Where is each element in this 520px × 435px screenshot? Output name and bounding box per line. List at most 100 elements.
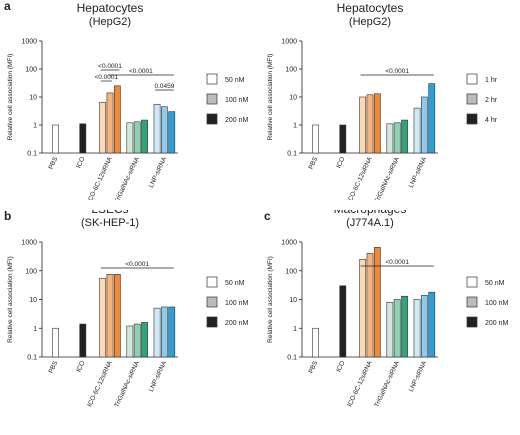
legend-swatch — [206, 276, 218, 288]
bar — [126, 325, 134, 358]
bar — [359, 96, 367, 154]
panel-letter: a — [4, 0, 11, 13]
panel-letter: b — [4, 210, 11, 223]
legend-label: 50 nM — [225, 280, 245, 287]
y-tick-label: 100 — [285, 67, 297, 74]
legend-swatch — [206, 296, 218, 308]
bar — [113, 274, 121, 358]
chart: b LSECs(SK-HEP-1) Relative cell associatio… — [4, 202, 249, 408]
significance-label: <0.0001 — [94, 74, 118, 81]
y-tick-label: 1 — [33, 123, 37, 130]
y-tick-label: 0.1 — [27, 355, 37, 362]
legend-label: 4 hr — [485, 117, 498, 124]
y-tick-label: 1 — [293, 123, 297, 130]
legend-label: 100 nM — [225, 97, 249, 104]
y-axis-label: Relative cell association (MFI) — [267, 54, 274, 141]
x-tick-label: ICO-6C-12siRNA — [86, 359, 114, 408]
bar — [359, 259, 367, 358]
bar — [141, 322, 148, 358]
legend-swatch — [466, 296, 478, 308]
y-axis-label: Relative cell association (MFI) — [7, 54, 14, 141]
y-tick-label: 10 — [289, 95, 297, 102]
y-axis-label: Relative cell association (MFI) — [267, 256, 274, 343]
bar — [428, 83, 436, 154]
legend-swatch — [466, 93, 478, 105]
x-tick-label: PBS — [308, 155, 320, 170]
y-tick-label: 0.1 — [27, 151, 37, 158]
bar — [153, 307, 161, 358]
legend-label: 50 nM — [225, 77, 245, 84]
bar — [312, 124, 319, 154]
legend-label: 1 hr — [485, 77, 498, 84]
bar — [366, 94, 374, 154]
bar — [428, 291, 436, 358]
y-tick-label: 1000 — [281, 39, 297, 46]
bar — [339, 285, 347, 358]
bar — [141, 119, 148, 154]
legend-swatch — [466, 113, 478, 125]
bar — [401, 295, 408, 358]
x-tick-label: LNP-siRNA — [148, 359, 169, 393]
panel-letter: c — [264, 210, 271, 223]
legend-swatch — [466, 276, 478, 288]
y-tick-label: 10 — [289, 297, 297, 304]
bar — [421, 294, 428, 358]
bar — [366, 253, 374, 358]
x-tick-label: LNP-siRNA — [148, 155, 169, 189]
bar — [421, 96, 428, 154]
y-tick-label: 1000 — [21, 240, 37, 247]
bar — [339, 124, 347, 154]
y-tick-label: 0.1 — [287, 355, 297, 362]
chart-subtitle: (HepG2) — [89, 16, 131, 28]
legend-swatch — [206, 316, 218, 328]
legend-swatch — [466, 73, 478, 85]
x-tick-label: ICO — [335, 360, 346, 373]
bar — [373, 247, 381, 358]
legend-swatch — [206, 93, 218, 105]
y-tick-label: 100 — [25, 268, 37, 275]
bar — [161, 106, 168, 154]
legend-label: 100 nM — [485, 300, 509, 307]
significance-label: 0.0459 — [154, 83, 174, 90]
x-tick-label: TriGalNAc-siRNA — [113, 155, 141, 200]
bar — [52, 124, 59, 154]
x-tick-label: ICO — [75, 156, 86, 169]
bar — [126, 122, 134, 154]
bar — [413, 107, 421, 154]
legend-label: 200 nM — [225, 320, 249, 327]
x-tick-label: PBS — [48, 359, 60, 374]
chart-subtitle: (SK-HEP-1) — [81, 217, 139, 229]
y-tick-label: 1 — [33, 326, 37, 333]
chart-subtitle: (J774A.1) — [346, 217, 394, 229]
bar — [99, 277, 107, 358]
bar — [413, 299, 421, 358]
bar — [52, 327, 59, 358]
y-tick-label: 1 — [293, 326, 297, 333]
bar — [168, 306, 176, 358]
significance-label: <0.0001 — [129, 68, 153, 75]
x-tick-label: ICO — [75, 360, 86, 373]
chart: Hepatocytes(HepG2) Relative cell associat… — [267, 1, 498, 204]
legend-label: 100 nM — [225, 300, 249, 307]
chart: c Macrophages(J774A.1) Relative cell assoc… — [264, 202, 509, 408]
y-tick-label: 100 — [285, 268, 297, 275]
bar — [113, 85, 121, 154]
chart-title: Hepatocytes — [77, 1, 144, 15]
y-tick-label: 10 — [29, 95, 37, 102]
y-axis-label: Relative cell association (MFI) — [7, 256, 14, 343]
chart-subtitle: (HepG2) — [349, 16, 391, 28]
x-tick-label: PBS — [48, 155, 60, 170]
bar — [312, 327, 319, 358]
y-tick-label: 0.1 — [287, 151, 297, 158]
x-tick-label: ICO — [335, 156, 346, 169]
bar — [373, 93, 381, 154]
significance-label: <0.0001 — [385, 68, 409, 75]
significance-label: <0.0001 — [125, 261, 149, 268]
bar — [133, 121, 141, 154]
chart-title: Macrophages — [334, 210, 407, 216]
bar — [401, 119, 408, 154]
bar — [153, 103, 161, 154]
x-tick-label: ICO-6C-12siRNA — [346, 359, 374, 408]
legend-label: 50 nM — [485, 280, 505, 287]
